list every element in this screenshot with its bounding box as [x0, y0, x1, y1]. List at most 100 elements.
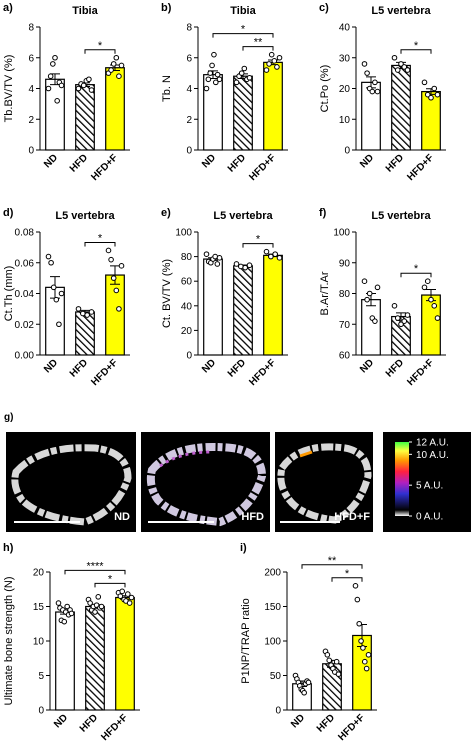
y-tick-label: 0	[275, 706, 281, 717]
data-point	[116, 73, 122, 79]
data-point	[87, 600, 93, 606]
data-point	[401, 318, 408, 324]
data-point	[431, 303, 438, 309]
y-axis-label: B.Ar/T.Ar	[319, 271, 331, 315]
chart-title: Tibia	[72, 5, 98, 17]
data-point	[374, 88, 381, 95]
panel-label: b)	[161, 2, 172, 14]
x-tick-label: ND	[358, 357, 376, 375]
data-point	[263, 248, 270, 255]
significance-bracket	[212, 33, 274, 38]
significance-label: *	[108, 573, 113, 585]
y-tick-label: 6	[28, 53, 34, 64]
y-axis-label: Ct. BV/TV (%)	[161, 259, 173, 328]
y-tick-label: 6	[186, 53, 192, 64]
data-point	[203, 251, 210, 257]
data-point	[68, 610, 75, 617]
y-tick-label: 60	[339, 351, 351, 362]
significance-bracket	[64, 569, 126, 575]
data-point	[108, 256, 114, 263]
data-point	[64, 603, 70, 610]
y-tick-label: 60	[181, 277, 193, 288]
x-tick-label: HFD	[78, 712, 100, 734]
x-tick-label: HFD+F	[247, 357, 278, 388]
y-tick-label: 0	[186, 351, 192, 362]
data-point	[214, 71, 221, 78]
colorbar-label: 0 A.U.	[416, 512, 443, 523]
colorbar-label: 12 A.U.	[416, 438, 449, 449]
data-point	[366, 290, 373, 297]
data-point	[361, 278, 368, 285]
data-point	[352, 583, 359, 589]
y-tick-label: 20	[33, 568, 45, 579]
y-tick-label: 0	[28, 146, 34, 157]
bar	[421, 294, 441, 356]
data-point	[424, 278, 431, 285]
data-point	[118, 263, 125, 269]
colorbar-label: 10 A.U.	[416, 450, 449, 461]
y-tick-label: 2	[186, 115, 192, 126]
data-point	[50, 284, 57, 291]
x-tick-label: ND	[52, 712, 70, 730]
panel-label: c)	[319, 2, 329, 14]
data-point	[391, 54, 398, 61]
data-point	[45, 85, 52, 92]
data-point	[428, 296, 434, 303]
data-point	[301, 689, 307, 696]
data-point	[53, 296, 60, 303]
data-point	[361, 658, 368, 665]
significance-label: **	[254, 37, 263, 49]
data-point	[88, 309, 95, 315]
y-axis-label: Ct.Po (%)	[319, 65, 331, 113]
data-point	[421, 79, 428, 86]
data-point	[216, 76, 223, 83]
significance-label: *	[98, 232, 103, 244]
y-tick-label: 100	[264, 637, 281, 648]
data-point	[398, 61, 404, 67]
data-point	[372, 79, 378, 86]
data-point	[363, 665, 370, 672]
data-point	[404, 312, 411, 318]
x-tick-label: ND	[289, 712, 307, 730]
y-tick-label: 0.00	[15, 351, 35, 362]
data-point	[61, 618, 68, 625]
data-point	[110, 275, 117, 281]
y-tick-label: 8	[186, 23, 192, 34]
data-point	[84, 312, 90, 318]
data-point	[369, 88, 376, 95]
significance-bracket	[242, 243, 274, 248]
data-point	[203, 85, 210, 92]
x-tick-label: HFD	[226, 152, 248, 174]
x-tick-label: HFD	[68, 152, 90, 174]
data-point	[212, 79, 219, 86]
data-point	[52, 54, 58, 61]
y-axis-label: Tb.BV/TV (%)	[3, 55, 15, 123]
data-point	[124, 591, 131, 597]
significance-bracket	[84, 241, 116, 247]
data-point	[80, 82, 87, 89]
data-point	[205, 76, 212, 83]
x-tick-label: HFD+F	[247, 152, 278, 183]
chart-title: L5 vertebra	[213, 210, 273, 222]
y-tick-label: 90	[339, 258, 351, 269]
data-point	[263, 67, 270, 73]
significance-label: *	[256, 234, 261, 246]
y-tick-label: 0.08	[15, 228, 35, 239]
data-point	[274, 64, 280, 70]
y-tick-label: 40	[181, 301, 193, 312]
data-point	[276, 54, 283, 61]
data-point	[214, 261, 221, 267]
y-tick-label: 40	[339, 23, 351, 34]
data-point	[326, 657, 333, 664]
y-tick-label: 30	[339, 53, 351, 64]
y-axis-label: Ct.Th (mm)	[3, 266, 15, 322]
y-tick-label: 150	[264, 602, 281, 613]
y-tick-label: 200	[264, 568, 281, 579]
y-tick-label: 0	[38, 706, 44, 717]
significance-bracket	[242, 46, 274, 51]
y-tick-label: 5	[38, 671, 44, 682]
data-point	[421, 284, 428, 291]
y-tick-label: 0	[186, 146, 192, 157]
y-tick-label: 15	[33, 602, 45, 613]
bar	[391, 64, 411, 151]
